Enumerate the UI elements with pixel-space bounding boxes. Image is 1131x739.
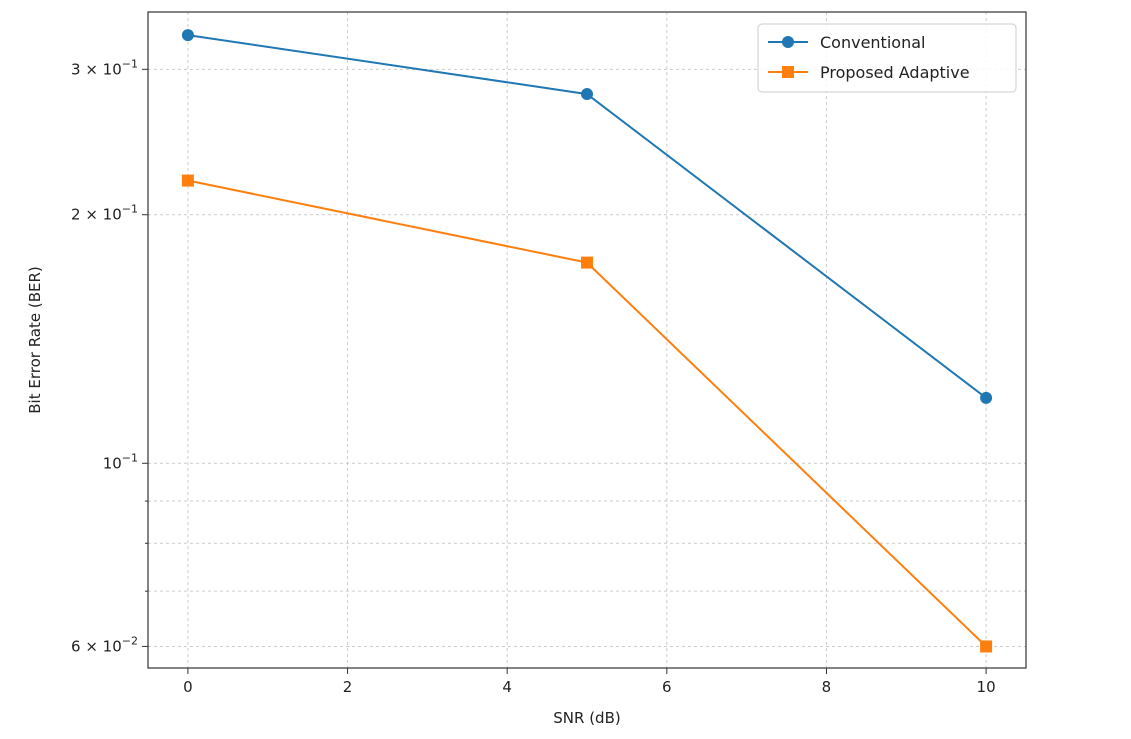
data-point bbox=[581, 88, 593, 101]
y-tick-label: 10−1 bbox=[103, 451, 138, 472]
data-point bbox=[980, 640, 993, 653]
x-tick-label: 10 bbox=[977, 678, 996, 696]
x-tick-label: 6 bbox=[662, 678, 672, 696]
data-point bbox=[181, 174, 194, 187]
data-point bbox=[980, 391, 993, 404]
x-tick-label: 0 bbox=[183, 678, 193, 696]
x-tick-label: 2 bbox=[343, 678, 353, 696]
y-axis-label: Bit Error Rate (BER) bbox=[26, 266, 44, 414]
y-tick-label: 2 × 10−1 bbox=[71, 203, 138, 224]
y-tick-label: 3 × 10−1 bbox=[71, 57, 138, 78]
legend-label: Proposed Adaptive bbox=[820, 63, 970, 82]
series-line bbox=[187, 179, 987, 648]
legend-label: Conventional bbox=[820, 33, 925, 52]
x-tick-label: 8 bbox=[822, 678, 832, 696]
plot-area bbox=[147, 11, 1027, 669]
legend-marker bbox=[782, 66, 794, 78]
x-axis-label: SNR (dB) bbox=[553, 709, 620, 727]
legend: Conventional Proposed Adaptive bbox=[757, 23, 1017, 93]
legend-box bbox=[757, 23, 1017, 93]
y-tick-label: 6 × 10−2 bbox=[71, 634, 138, 655]
x-tick-label: 4 bbox=[502, 678, 512, 696]
legend-marker bbox=[782, 36, 794, 48]
series-lines bbox=[181, 29, 993, 653]
data-point bbox=[181, 29, 194, 42]
axis-ticks: 0 2 4 6 8 10 3 × 10−1 2 × 10−1 10−1 6 × 10−2 bbox=[71, 57, 996, 696]
data-point bbox=[581, 256, 593, 269]
grid-lines bbox=[148, 12, 1026, 668]
